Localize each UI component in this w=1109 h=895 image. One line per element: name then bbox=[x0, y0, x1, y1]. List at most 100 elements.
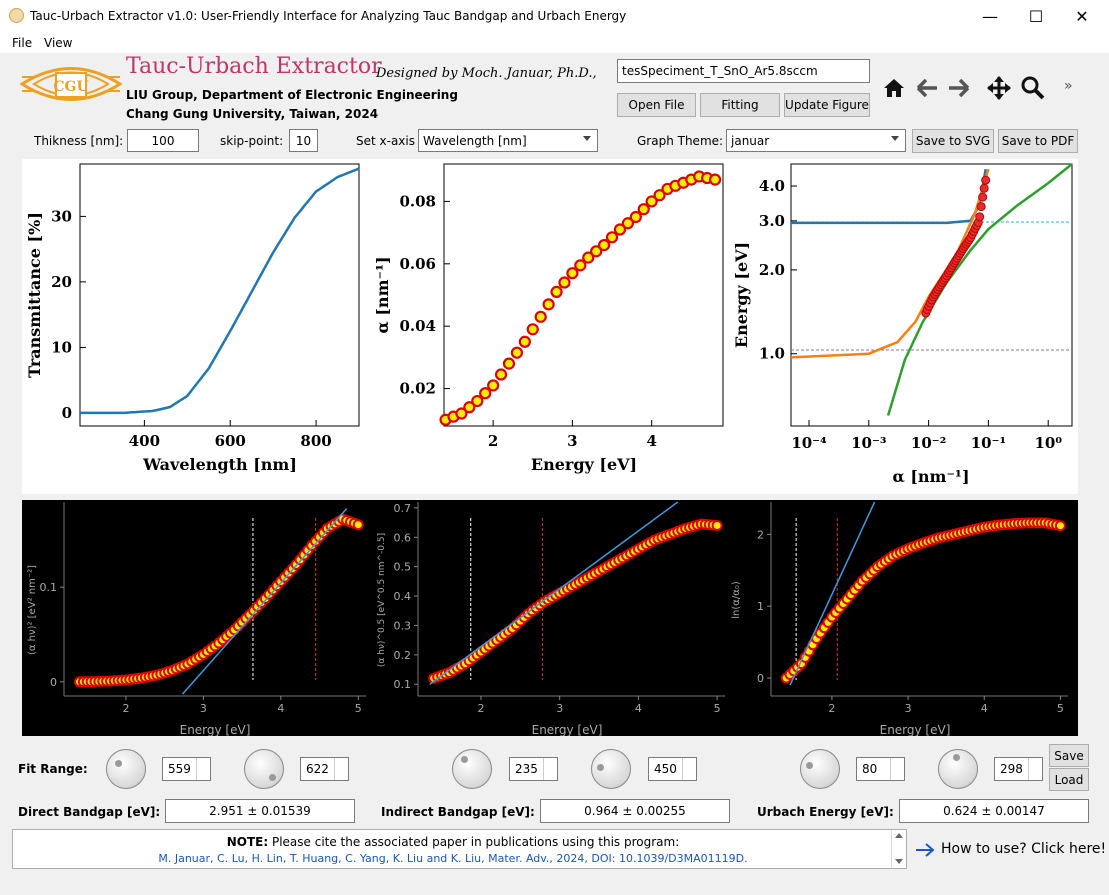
plot3-xtick-label: 10⁻² bbox=[911, 434, 946, 452]
plot2-data-point bbox=[471, 394, 484, 408]
forward-arrow-icon[interactable] bbox=[948, 78, 970, 98]
plot3-frame bbox=[790, 163, 1073, 427]
plot3-data-point bbox=[978, 192, 988, 202]
minimize-button[interactable]: — bbox=[982, 7, 998, 26]
knob-indicator-icon bbox=[953, 754, 960, 761]
fit-spin-6[interactable]: 298 bbox=[994, 757, 1043, 781]
b2-data-point bbox=[711, 520, 723, 532]
plot2-alpha-points bbox=[439, 170, 722, 426]
plot2-data-point bbox=[502, 357, 516, 370]
fit-knob-2[interactable] bbox=[244, 749, 284, 789]
fit-knob-5[interactable] bbox=[800, 749, 840, 789]
toolbar-overflow-button[interactable]: » bbox=[1064, 78, 1073, 94]
scroll-up-icon[interactable] bbox=[895, 833, 903, 838]
b2-ytick-label: 0.3 bbox=[394, 619, 412, 632]
direct-bandgap-value: 2.951 ± 0.01539 bbox=[165, 799, 355, 823]
bottom-plots-content: 2 3 4 5 0 0.1 2 3 4 5 0.1 0.2 0.3 0.4 0.5 0.6 0.7 2 3 4 5 0 1 2 bbox=[40, 501, 1068, 715]
plot2-ytick-label: 0.02 bbox=[399, 380, 436, 398]
spin-arrows-icon[interactable] bbox=[1028, 758, 1042, 780]
plot3-data-point bbox=[981, 175, 991, 185]
graph-theme-select[interactable]: januar bbox=[726, 129, 906, 152]
plot2-data-point bbox=[550, 285, 563, 298]
fit-spin-2[interactable]: 622 bbox=[300, 757, 349, 781]
fit-spin-5[interactable]: 80 bbox=[856, 757, 905, 781]
b3-ylabel: ln(α/α₀) bbox=[731, 581, 742, 619]
b2-fit-line bbox=[429, 501, 679, 685]
filename-field[interactable]: tesSpeciment_T_SnO_Ar5.8sccm bbox=[617, 59, 870, 83]
thickness-input[interactable]: 100 bbox=[127, 129, 199, 152]
save-pdf-button[interactable]: Save to PDF bbox=[998, 129, 1078, 153]
plot2-data-point bbox=[479, 387, 492, 400]
plot2-ytick-label: 0.08 bbox=[399, 192, 436, 210]
plot3-xtick-label: 10⁻⁴ bbox=[791, 434, 827, 452]
plot2-ylabel: α [nm⁻¹] bbox=[373, 256, 392, 333]
scroll-down-icon[interactable] bbox=[895, 859, 903, 864]
pan-move-icon[interactable] bbox=[987, 76, 1011, 100]
urbach-energy-label: Urbach Energy [eV]: bbox=[757, 805, 894, 819]
skip-point-label: skip-point: bbox=[220, 134, 284, 148]
bottom-figure: Energy [eV] (α hν)² [eV² nm⁻²] Energy [e… bbox=[27, 501, 1068, 737]
back-arrow-icon[interactable] bbox=[916, 78, 938, 98]
maximize-button[interactable]: ☐ bbox=[1028, 7, 1044, 26]
fit-spin-4-value: 450 bbox=[654, 762, 677, 776]
spin-arrows-icon[interactable] bbox=[682, 758, 696, 780]
plot2-data-point bbox=[637, 203, 650, 216]
fit-knob-3[interactable] bbox=[452, 749, 492, 789]
chevron-down-icon bbox=[891, 136, 899, 141]
skip-point-input[interactable]: 10 bbox=[289, 129, 318, 152]
plot2-data-point bbox=[605, 231, 619, 244]
plot1-ytick-label: 10 bbox=[51, 338, 72, 356]
plot1-xtick-label: 400 bbox=[129, 432, 160, 450]
plot2-data-point bbox=[653, 189, 666, 202]
load-fit-button[interactable]: Load bbox=[1049, 768, 1089, 791]
update-figure-button[interactable]: Update Figure bbox=[784, 93, 870, 117]
b2-ytick-label: 0.1 bbox=[394, 678, 412, 691]
save-svg-button[interactable]: Save to SVG bbox=[912, 129, 994, 153]
how-to-use-link[interactable]: How to use? Click here! bbox=[941, 841, 1107, 857]
plot1-xtick-label: 800 bbox=[300, 432, 331, 450]
fit-spin-3-value: 235 bbox=[515, 762, 538, 776]
save-fit-button[interactable]: Save bbox=[1049, 744, 1089, 767]
top-figure-panel: 400 600 800 0 10 20 30 Wavelength [nm] Transmi… bbox=[22, 159, 1078, 494]
menu-bar: File View bbox=[0, 33, 1109, 53]
fit-spin-3[interactable]: 235 bbox=[509, 757, 558, 781]
fit-spin-1[interactable]: 559 bbox=[162, 757, 211, 781]
fitting-button[interactable]: Fitting bbox=[700, 93, 780, 117]
fit-spin-4[interactable]: 450 bbox=[648, 757, 697, 781]
plot2-data-point bbox=[598, 238, 611, 252]
citation-link[interactable]: M. Januar, C. Lu, H. Lin, T. Huang, C. Y… bbox=[158, 852, 748, 865]
fit-knob-4[interactable] bbox=[591, 749, 631, 789]
plot3-xlabel: α [nm⁻¹] bbox=[892, 467, 969, 486]
knob-indicator-icon bbox=[461, 756, 468, 763]
open-file-button[interactable]: Open File bbox=[617, 93, 696, 117]
plot3-lines bbox=[790, 163, 1073, 416]
b2-xtick-label: 4 bbox=[635, 702, 642, 715]
b1-xtick-label: 5 bbox=[355, 702, 362, 715]
b2-xtick-label: 5 bbox=[714, 702, 721, 715]
note-scrollbar[interactable] bbox=[891, 830, 906, 868]
plot2-xlabel: Energy [eV] bbox=[531, 455, 637, 474]
menu-view[interactable]: View bbox=[44, 36, 73, 50]
b3-xtick-label: 3 bbox=[905, 702, 912, 715]
plot3-ytick-label: 4.0 bbox=[759, 177, 785, 195]
spin-arrows-icon[interactable] bbox=[196, 758, 210, 780]
spin-arrows-icon[interactable] bbox=[890, 758, 904, 780]
xaxis-select[interactable]: Wavelength [nm] bbox=[418, 129, 598, 152]
spin-arrows-icon[interactable] bbox=[334, 758, 348, 780]
fit-knob-6[interactable] bbox=[938, 749, 978, 789]
app-name: Tauc-Urbach Extractor bbox=[126, 54, 382, 79]
window-title: Tauc-Urbach Extractor v1.0: User-Friendl… bbox=[30, 9, 627, 23]
home-icon[interactable] bbox=[883, 78, 905, 98]
close-button[interactable]: ✕ bbox=[1075, 7, 1089, 26]
zoom-magnifier-icon[interactable] bbox=[1021, 76, 1045, 100]
fit-knob-1[interactable] bbox=[106, 749, 146, 789]
b2-ytick-label: 0.4 bbox=[394, 590, 412, 603]
plot2-ticks: 2 3 4 0.02 0.04 0.06 0.08 bbox=[399, 192, 656, 450]
chevron-down-icon bbox=[583, 136, 591, 141]
xaxis-label: Set x-axis bbox=[356, 134, 415, 148]
b1-xtick-label: 4 bbox=[277, 702, 284, 715]
spin-arrows-icon[interactable] bbox=[543, 758, 557, 780]
b1-ylabel: (α hν)² [eV² nm⁻²] bbox=[27, 565, 38, 655]
menu-file[interactable]: File bbox=[12, 36, 33, 50]
plot3-xtick-label: 10⁻¹ bbox=[971, 434, 1006, 452]
